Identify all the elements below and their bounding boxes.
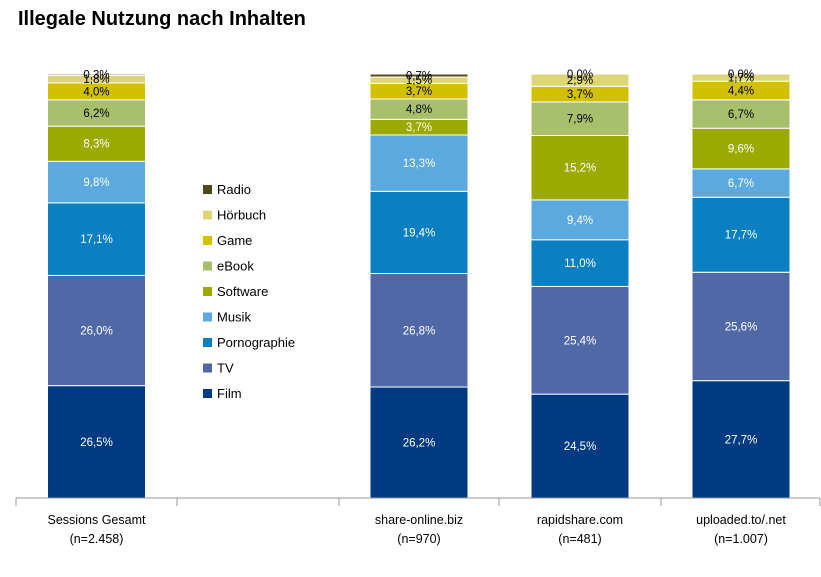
legend-label-ebook: eBook xyxy=(217,259,254,274)
legend-swatch-h-rbuch xyxy=(203,210,212,220)
bar-segment-musik-4 xyxy=(691,168,791,198)
data-label-film-3: 24,5% xyxy=(564,441,597,453)
data-label-pornographie-0: 17,1% xyxy=(80,234,113,246)
bar-segment-pornographie-2 xyxy=(369,190,469,275)
bar-segment-radio-2 xyxy=(369,73,469,78)
legend-swatch-tv xyxy=(203,363,212,373)
bar-segment-software-4 xyxy=(691,127,791,170)
data-label-film-2: 26,2% xyxy=(403,438,436,450)
x-tick-label-0-0: Sessions Gesamt xyxy=(48,513,146,527)
data-label-ebook-4: 6,7% xyxy=(728,109,754,121)
data-label-pornographie-3: 11,0% xyxy=(564,258,596,270)
x-axis: Sessions Gesamt (n=2.458) share-online.biz… xyxy=(15,497,821,546)
legend-swatch-radio xyxy=(203,185,212,194)
x-tick-label-2-0: share-online.biz xyxy=(375,513,463,527)
data-label-h-rbuch-4: 1,7% xyxy=(728,73,754,85)
data-label-musik-2: 13,3% xyxy=(403,158,436,170)
bar-segment-tv-3 xyxy=(530,285,630,395)
bar-segment-radio-0 xyxy=(47,73,146,76)
legend-label-musik: Musik xyxy=(217,310,251,325)
legend-label-game: Game xyxy=(217,233,252,248)
data-label-pornographie-4: 17,7% xyxy=(725,230,758,242)
bar-segment-musik-2 xyxy=(369,134,469,192)
bar-segment-ebook-0 xyxy=(47,99,146,127)
legend-swatch-musik xyxy=(203,312,212,322)
bar-segment-film-0 xyxy=(47,385,146,499)
data-label-tv-0: 26,0% xyxy=(80,326,113,338)
bar-segment-software-3 xyxy=(530,134,630,201)
x-tick-label-3-1: (n=481) xyxy=(558,532,601,546)
data-label-software-4: 9,6% xyxy=(728,144,754,156)
data-label-musik-3: 9,4% xyxy=(567,215,593,227)
data-labels-layer: 26,5% 26,0% 17,1% 9,8% 8,3% 6,2% 4,0%1,8%0,3% 2… xyxy=(80,69,757,453)
bar-segment-film-4 xyxy=(691,380,791,499)
data-label-ebook-3: 7,9% xyxy=(567,114,593,126)
data-label-film-0: 26,5% xyxy=(80,437,113,449)
x-tick-label-4-1: (n=1.007) xyxy=(714,532,768,546)
chart-title: Illegale Nutzung nach Inhalten xyxy=(18,8,306,30)
legend-label-h-rbuch: Hörbuch xyxy=(217,208,266,223)
x-tick-label-2-1: (n=970) xyxy=(397,532,440,546)
x-tick-label-4-0: uploaded.to/.net xyxy=(696,513,786,527)
x-tick-label-3-0: rapidshare.com xyxy=(537,513,623,527)
data-label-h-rbuch-3: 2,9% xyxy=(567,75,593,87)
data-label-musik-0: 9,8% xyxy=(83,177,109,189)
data-label-game-2: 3,7% xyxy=(406,86,432,98)
x-tick-label-0-1: (n=2.458) xyxy=(70,532,124,546)
data-label-software-0: 8,3% xyxy=(83,139,109,151)
legend-label-radio: Radio xyxy=(217,182,251,197)
bar-segment-ebook-4 xyxy=(691,99,791,129)
data-label-ebook-2: 4,8% xyxy=(406,104,432,116)
bar-segment-musik-3 xyxy=(530,199,630,241)
data-label-software-3: 15,2% xyxy=(564,163,597,175)
bar-segment-tv-4 xyxy=(691,271,791,382)
bars-layer xyxy=(47,73,791,499)
legend-swatch-software xyxy=(203,287,212,296)
data-label-game-3: 3,7% xyxy=(567,89,593,101)
data-label-radio-4: 0,0% xyxy=(728,69,754,81)
legend-swatch-ebook xyxy=(203,261,212,271)
bar-segment-musik-0 xyxy=(47,160,146,204)
legend-swatch-game xyxy=(203,236,212,245)
data-label-musik-4: 6,7% xyxy=(728,178,754,190)
data-label-film-4: 27,7% xyxy=(725,434,758,446)
data-label-software-2: 3,7% xyxy=(406,122,432,134)
legend-swatch-film xyxy=(203,389,212,398)
data-label-ebook-0: 6,2% xyxy=(83,108,109,120)
bar-segment-pornographie-4 xyxy=(691,196,791,273)
data-label-game-0: 4,0% xyxy=(83,86,109,98)
bar-segment-pornographie-3 xyxy=(530,239,630,287)
legend-label-film: Film xyxy=(217,386,242,401)
bar-segment-film-3 xyxy=(530,393,630,499)
data-label-game-4: 4,4% xyxy=(728,86,754,98)
data-label-radio-0: 0,3% xyxy=(83,70,109,82)
data-label-pornographie-2: 19,4% xyxy=(403,227,436,239)
legend: Radio Hörbuch Game eBook Software Musik Pornog… xyxy=(203,182,295,401)
bar-segment-tv-0 xyxy=(47,274,146,387)
legend-label-pornographie: Pornographie xyxy=(217,335,295,350)
data-label-h-rbuch-0: 1,8% xyxy=(83,74,109,86)
legend-swatch-pornographie xyxy=(203,338,212,347)
data-label-radio-2: 0,7% xyxy=(406,70,432,82)
data-label-tv-4: 25,6% xyxy=(725,321,758,333)
legend-label-tv: TV xyxy=(217,361,234,376)
data-label-tv-3: 25,4% xyxy=(564,335,597,347)
bar-segment-tv-2 xyxy=(369,273,469,388)
bar-segment-pornographie-0 xyxy=(47,202,146,276)
legend-label-software: Software xyxy=(217,284,268,299)
data-label-radio-3: 0,0% xyxy=(567,69,593,81)
data-label-h-rbuch-2: 1,5% xyxy=(406,75,432,87)
data-label-tv-2: 26,8% xyxy=(403,325,436,337)
bar-segment-ebook-3 xyxy=(530,101,630,136)
